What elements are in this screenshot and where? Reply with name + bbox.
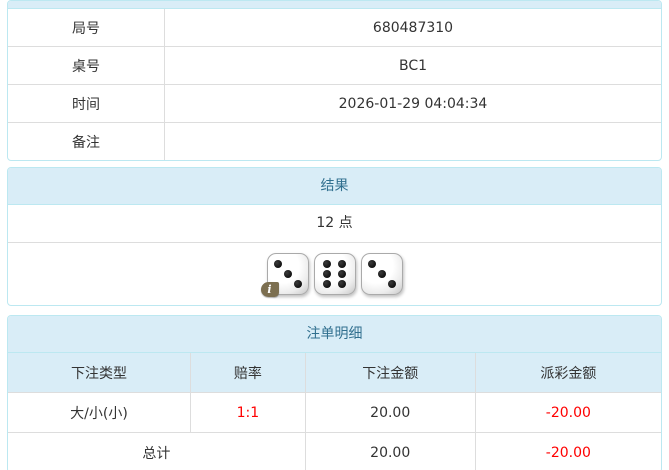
die-pip [338, 259, 347, 268]
bets-header-row: 下注类型 赔率 下注金额 派彩金额 [8, 353, 661, 393]
info-row-time: 时间 2026-01-29 04:04:34 [8, 84, 661, 122]
die-pip [322, 259, 331, 268]
col-header-odds: 赔率 [190, 353, 306, 393]
table-number-value: BC1 [398, 57, 428, 74]
time-value: 2026-01-29 04:04:34 [338, 95, 488, 112]
info-row-round: 局号 680487310 [8, 9, 661, 46]
die-1: i [260, 253, 309, 297]
bet-details-panel: 注单明细 下注类型 赔率 下注金额 派彩金额 大/小(小) 1:1 20.00 … [7, 315, 662, 470]
die-3 [360, 253, 403, 295]
total-payout-cell: -20.00 [474, 432, 661, 470]
die-pip [322, 270, 331, 278]
die-pip [377, 270, 386, 278]
total-label-cell: 总计 [8, 432, 306, 470]
total-bet-cell: 20.00 [304, 432, 476, 470]
info-icon[interactable]: i [260, 282, 279, 297]
bets-table: 下注类型 赔率 下注金额 派彩金额 大/小(小) 1:1 20.00 -20.0… [8, 353, 661, 470]
col-header-bet-amount: 下注金额 [304, 353, 476, 393]
die-pip [322, 280, 331, 289]
result-panel-title: 结果 [8, 168, 661, 205]
bet-odds-cell: 1:1 [190, 392, 306, 433]
round-number-label: 局号 [8, 9, 165, 46]
die-pip [338, 270, 347, 278]
total-row: 总计 20.00 -20.00 [8, 432, 661, 470]
bet-payout-cell: -20.00 [474, 392, 661, 433]
time-label: 时间 [8, 85, 165, 122]
table-number-label: 桌号 [8, 47, 165, 84]
die-pip [293, 280, 302, 288]
info-row-table: 桌号 BC1 [8, 46, 661, 84]
bet-amount-cell: 20.00 [304, 392, 476, 433]
result-points: 12 点 [316, 215, 353, 231]
panel-heading-strip [8, 1, 661, 9]
dice-container: i [8, 242, 661, 305]
remark-label: 备注 [8, 123, 165, 160]
bet-details-title: 注单明细 [8, 316, 661, 353]
die-pip [367, 260, 376, 268]
info-row-remark: 备注 [8, 122, 661, 160]
col-header-payout-amount: 派彩金额 [474, 353, 661, 393]
die-pip [283, 270, 292, 278]
result-panel: 结果 12 点 i [7, 167, 662, 306]
die-2 [313, 253, 356, 295]
col-header-bet-type: 下注类型 [8, 353, 191, 393]
game-info-panel: 局号 680487310 桌号 BC1 时间 2026-01-29 04:04:… [7, 0, 662, 161]
die-pip [338, 280, 347, 289]
die-pip [387, 280, 396, 288]
round-number-value: 680487310 [372, 19, 454, 36]
bet-type-cell: 大/小(小) [8, 392, 191, 433]
bet-row: 大/小(小) 1:1 20.00 -20.00 [8, 392, 661, 433]
die-pip [273, 260, 282, 268]
